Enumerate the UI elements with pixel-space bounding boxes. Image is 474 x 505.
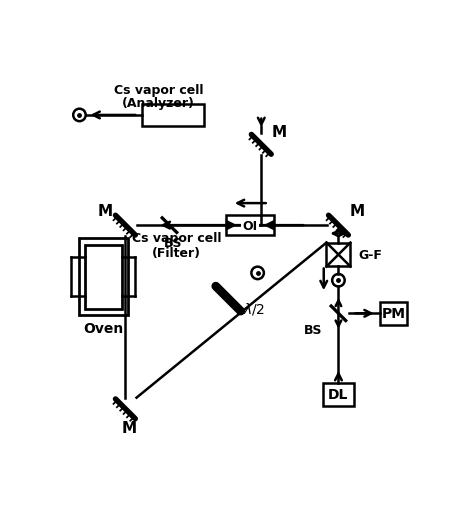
Text: BS: BS bbox=[303, 324, 322, 337]
Text: M: M bbox=[349, 204, 365, 219]
Text: M: M bbox=[121, 420, 137, 435]
Text: Cs vapor cell: Cs vapor cell bbox=[132, 232, 221, 245]
Text: BS: BS bbox=[164, 237, 182, 250]
Text: M: M bbox=[98, 204, 113, 219]
Text: M: M bbox=[272, 125, 287, 140]
Text: PM: PM bbox=[382, 307, 406, 321]
Polygon shape bbox=[265, 221, 274, 230]
Polygon shape bbox=[227, 221, 236, 230]
Text: Oven: Oven bbox=[83, 321, 123, 335]
Text: G-F: G-F bbox=[359, 248, 383, 262]
Bar bbox=[380, 302, 407, 325]
Text: (Analyzer): (Analyzer) bbox=[122, 96, 195, 110]
Bar bbox=[227, 216, 274, 236]
Text: (Filter): (Filter) bbox=[152, 247, 201, 260]
Bar bbox=[79, 238, 128, 316]
Bar bbox=[85, 245, 121, 309]
Text: OI: OI bbox=[243, 219, 258, 232]
Bar bbox=[327, 243, 350, 267]
Text: $\lambda$/2: $\lambda$/2 bbox=[243, 300, 265, 316]
Bar bbox=[142, 105, 204, 127]
Text: DL: DL bbox=[328, 387, 348, 401]
Text: Cs vapor cell: Cs vapor cell bbox=[114, 83, 203, 96]
Bar bbox=[323, 383, 354, 406]
